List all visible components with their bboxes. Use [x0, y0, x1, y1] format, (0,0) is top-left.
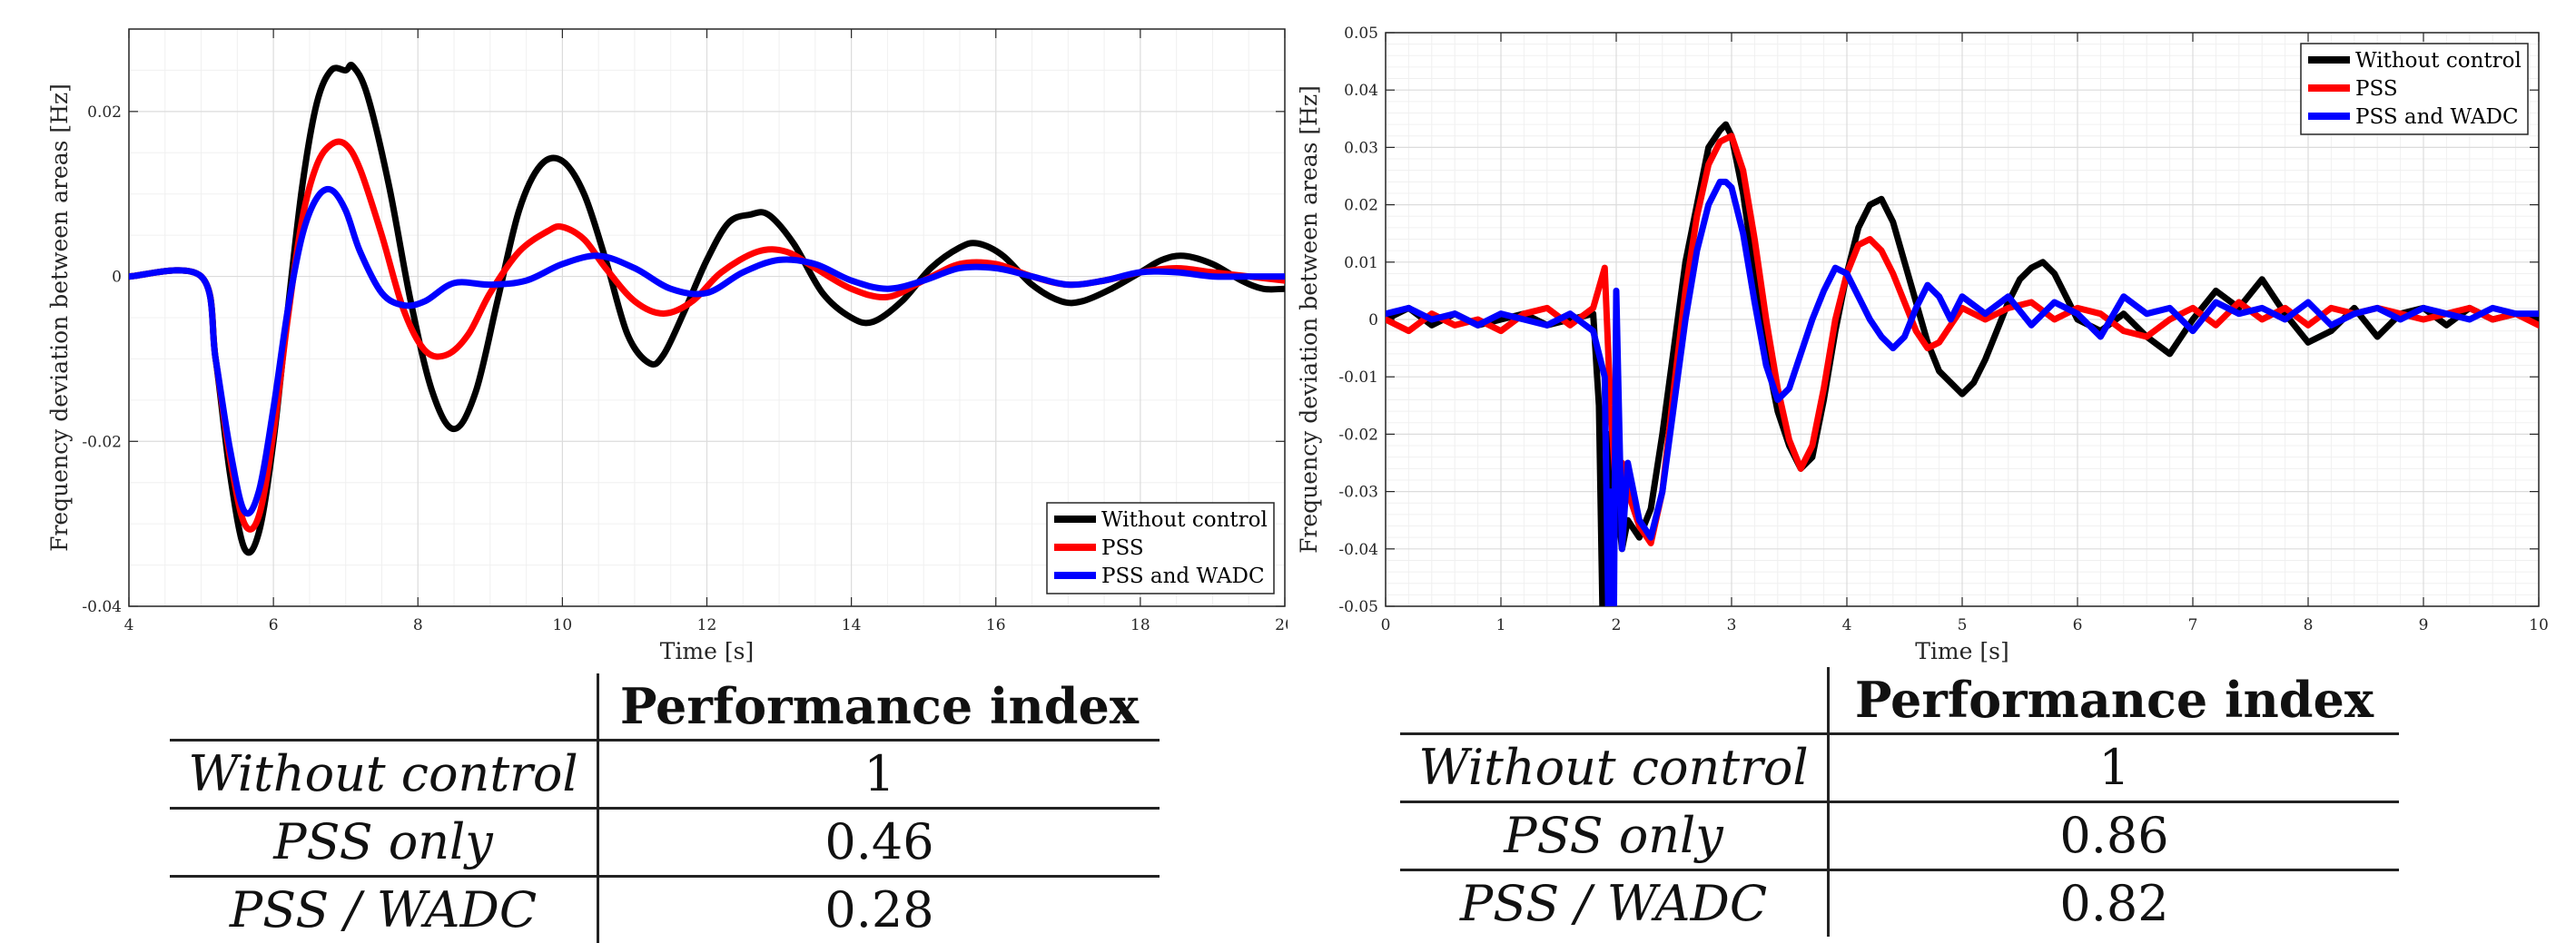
legend-label: PSS: [1101, 536, 1144, 560]
table-corner: [1400, 667, 1829, 734]
y-tick-label: 0.05: [1344, 25, 1378, 43]
y-tick-label: 0.02: [1344, 197, 1378, 215]
x-tick-label: 8: [413, 616, 423, 634]
legend-label: Without control: [2355, 49, 2522, 73]
x-tick-label: 18: [1130, 616, 1150, 634]
x-tick-label: 0: [1381, 616, 1391, 634]
x-tick-label: 14: [842, 616, 862, 634]
row-value: 1: [1829, 734, 2400, 802]
x-axis-label: Time [s]: [660, 638, 754, 663]
x-tick-label: 8: [2304, 616, 2314, 634]
y-tick-label: -0.02: [82, 433, 122, 451]
row-value: 0.82: [1829, 870, 2400, 938]
table-corner: [170, 673, 598, 741]
row-label: PSS / WADC: [170, 877, 598, 943]
row-value: 0.86: [1829, 802, 2400, 870]
y-tick-label: -0.03: [1338, 484, 1378, 502]
x-tick-label: 10: [2529, 616, 2549, 634]
y-tick-label: 0.04: [1344, 82, 1378, 100]
legend-label: Without control: [1101, 508, 1268, 532]
table-header: Performance index: [598, 673, 1160, 741]
left-panel: 4 6 8 10 12 14 16 18 20 -0.04 -0.02 0 0.02 Time [s] Fr…: [0, 0, 1288, 937]
x-tick-label: 6: [2073, 616, 2083, 634]
frequency-deviation-chart-left: 4 6 8 10 12 14 16 18 20 -0.04 -0.02 0 0.02 Time [s] Fr…: [0, 0, 1288, 663]
y-tick-label: 0: [1368, 311, 1378, 329]
x-tick-label: 9: [2419, 616, 2429, 634]
x-tick-label: 4: [1842, 616, 1852, 634]
x-axis-label: Time [s]: [1915, 638, 2008, 663]
y-axis-label: Frequency deviation between areas [Hz]: [46, 83, 73, 552]
row-label: Without control: [1400, 734, 1829, 802]
performance-table-left: Performance index Without control 1 PSS …: [170, 673, 1160, 943]
x-tick-label: 20: [1275, 616, 1288, 634]
legend: Without control PSS PSS and WADC: [2301, 44, 2528, 134]
legend-label: PSS and WADC: [1101, 565, 1265, 588]
performance-table-right: Performance index Without control 1 PSS …: [1400, 667, 2399, 937]
x-tick-label: 16: [986, 616, 1006, 634]
y-tick-label: -0.01: [1338, 368, 1378, 387]
row-label: PSS / WADC: [1400, 870, 1829, 938]
row-value: 0.28: [598, 877, 1160, 943]
x-tick-label: 4: [124, 616, 134, 634]
legend-label: PSS: [2355, 77, 2398, 101]
y-tick-label: -0.02: [1338, 426, 1378, 444]
y-axis-label: Frequency deviation between areas [Hz]: [1296, 85, 1322, 554]
row-label: Without control: [170, 741, 598, 809]
x-tick-label: 1: [1496, 616, 1506, 634]
y-tick-label: 0.01: [1344, 254, 1378, 272]
row-value: 0.46: [598, 809, 1160, 877]
x-tick-label: 5: [1958, 616, 1968, 634]
x-tick-label: 12: [697, 616, 717, 634]
y-tick-label: 0.02: [87, 103, 122, 122]
legend: Without control PSS PSS and WADC: [1047, 503, 1274, 594]
y-tick-label: 0.03: [1344, 139, 1378, 157]
y-tick-label: 0: [112, 269, 122, 287]
row-label: PSS only: [170, 809, 598, 877]
x-tick-label: 2: [1612, 616, 1622, 634]
frequency-deviation-chart-right: 0 1 2 3 4 5 6 7 8 9 10 -0.05 -0.04 -0.03 -0.02 -0.01 0 0.…: [1288, 0, 2576, 663]
y-tick-label: -0.04: [1338, 541, 1378, 559]
legend-label: PSS and WADC: [2355, 105, 2519, 129]
row-value: 1: [598, 741, 1160, 809]
y-tick-label: -0.04: [82, 598, 122, 616]
x-tick-label: 3: [1727, 616, 1737, 634]
right-panel: 0 1 2 3 4 5 6 7 8 9 10 -0.05 -0.04 -0.03 -0.02 -0.01 0 0.…: [1288, 0, 2576, 937]
x-tick-label: 7: [2188, 616, 2198, 634]
x-tick-label: 10: [553, 616, 573, 634]
row-label: PSS only: [1400, 802, 1829, 870]
x-tick-label: 6: [269, 616, 279, 634]
y-tick-label: -0.05: [1338, 598, 1378, 616]
table-header: Performance index: [1829, 667, 2400, 734]
